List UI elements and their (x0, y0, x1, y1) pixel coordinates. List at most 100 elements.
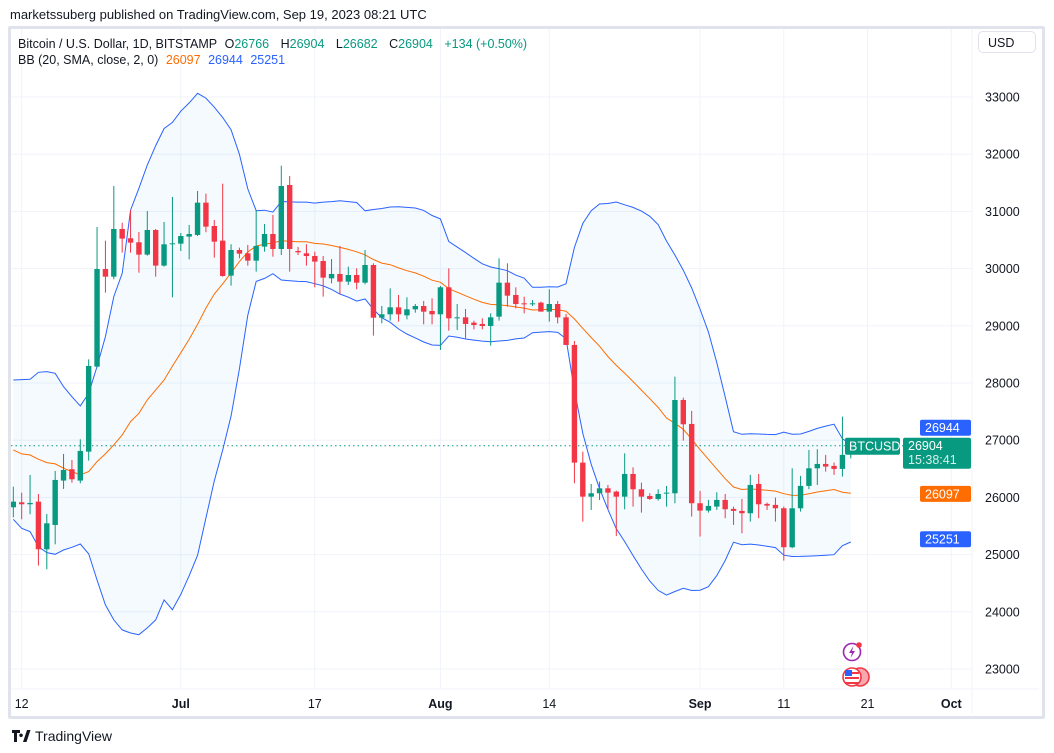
candle[interactable] (11, 486, 16, 518)
tradingview-logo[interactable]: TradingView (11, 728, 112, 744)
candle[interactable] (672, 376, 678, 504)
candle[interactable] (772, 497, 779, 522)
candle[interactable] (370, 263, 377, 336)
candle[interactable] (169, 196, 176, 298)
candle[interactable] (111, 186, 117, 280)
candle[interactable] (479, 318, 485, 330)
candle[interactable] (714, 492, 720, 510)
candle[interactable] (270, 215, 276, 257)
candle[interactable] (320, 256, 326, 297)
candle[interactable] (781, 506, 787, 561)
candle[interactable] (219, 183, 226, 277)
candle[interactable] (228, 244, 234, 286)
candle[interactable] (429, 298, 435, 325)
candle[interactable] (789, 468, 795, 549)
candle[interactable] (504, 263, 511, 307)
candle[interactable] (487, 313, 494, 346)
candle[interactable] (705, 499, 712, 513)
candle[interactable] (688, 410, 695, 517)
candle[interactable] (295, 246, 301, 255)
candle[interactable] (764, 502, 770, 510)
candle[interactable] (236, 247, 243, 259)
candle[interactable] (353, 268, 360, 290)
candle[interactable] (395, 294, 402, 322)
candle[interactable] (412, 304, 418, 313)
candle[interactable] (822, 454, 829, 472)
candle[interactable] (345, 266, 351, 285)
lightning-event-icon[interactable] (842, 642, 862, 662)
candle[interactable] (806, 449, 812, 490)
candle[interactable] (529, 300, 536, 306)
candle[interactable] (697, 490, 703, 537)
candle[interactable] (462, 308, 469, 339)
candle[interactable] (437, 285, 444, 350)
currency-button[interactable]: USD (978, 31, 1036, 53)
candle[interactable] (337, 245, 343, 295)
candle[interactable] (52, 470, 58, 545)
candle[interactable] (136, 231, 142, 273)
candle[interactable] (144, 210, 150, 256)
candle[interactable] (521, 296, 527, 314)
candle[interactable] (755, 473, 762, 519)
candle[interactable] (446, 268, 452, 331)
candle[interactable] (253, 209, 259, 272)
candle[interactable] (630, 467, 636, 507)
candle[interactable] (797, 475, 804, 512)
candle[interactable] (328, 258, 335, 284)
candle[interactable] (513, 287, 519, 309)
candle[interactable] (85, 359, 92, 461)
candle[interactable] (638, 482, 645, 513)
candle[interactable] (69, 459, 75, 483)
candle[interactable] (563, 313, 569, 345)
candle[interactable] (554, 300, 561, 324)
candle[interactable] (655, 489, 661, 501)
candle[interactable] (571, 340, 578, 484)
candle[interactable] (496, 258, 502, 321)
bb-title[interactable]: BB (20, SMA, close, 2, 0) (18, 53, 159, 67)
candle[interactable] (580, 451, 586, 522)
candle[interactable] (194, 190, 201, 236)
candle[interactable] (211, 219, 217, 258)
candle[interactable] (420, 300, 427, 325)
candle[interactable] (286, 175, 293, 272)
candle[interactable] (596, 481, 603, 500)
candle[interactable] (261, 223, 268, 252)
candle[interactable] (387, 288, 393, 321)
candle[interactable] (663, 485, 670, 507)
candle[interactable] (613, 490, 619, 536)
candle[interactable] (680, 397, 686, 441)
candle[interactable] (203, 193, 209, 233)
candle[interactable] (839, 416, 846, 477)
candle[interactable] (747, 474, 753, 522)
candle[interactable] (161, 221, 167, 267)
candle[interactable] (647, 493, 653, 500)
candle[interactable] (730, 506, 737, 525)
candle[interactable] (127, 209, 134, 253)
candle[interactable] (44, 513, 50, 570)
candle[interactable] (814, 449, 820, 485)
candle[interactable] (245, 244, 251, 266)
us-flag-economic-event-icon[interactable] (842, 667, 870, 687)
candle[interactable] (186, 224, 192, 260)
candle[interactable] (605, 484, 611, 510)
candle[interactable] (722, 493, 728, 519)
candle[interactable] (278, 165, 284, 255)
candle[interactable] (588, 483, 594, 510)
candle[interactable] (303, 244, 310, 266)
candle[interactable] (831, 462, 837, 475)
candle[interactable] (404, 297, 410, 320)
candle[interactable] (18, 492, 25, 520)
candle[interactable] (362, 250, 368, 285)
candle[interactable] (546, 289, 552, 322)
candle[interactable] (94, 227, 100, 368)
candle[interactable] (379, 306, 385, 324)
candle[interactable] (102, 240, 109, 293)
candle[interactable] (538, 301, 544, 312)
candle[interactable] (27, 474, 33, 515)
candle[interactable] (152, 228, 159, 277)
candle[interactable] (471, 320, 477, 330)
candle[interactable] (621, 453, 628, 510)
candle[interactable] (77, 439, 83, 484)
candle[interactable] (35, 493, 42, 566)
